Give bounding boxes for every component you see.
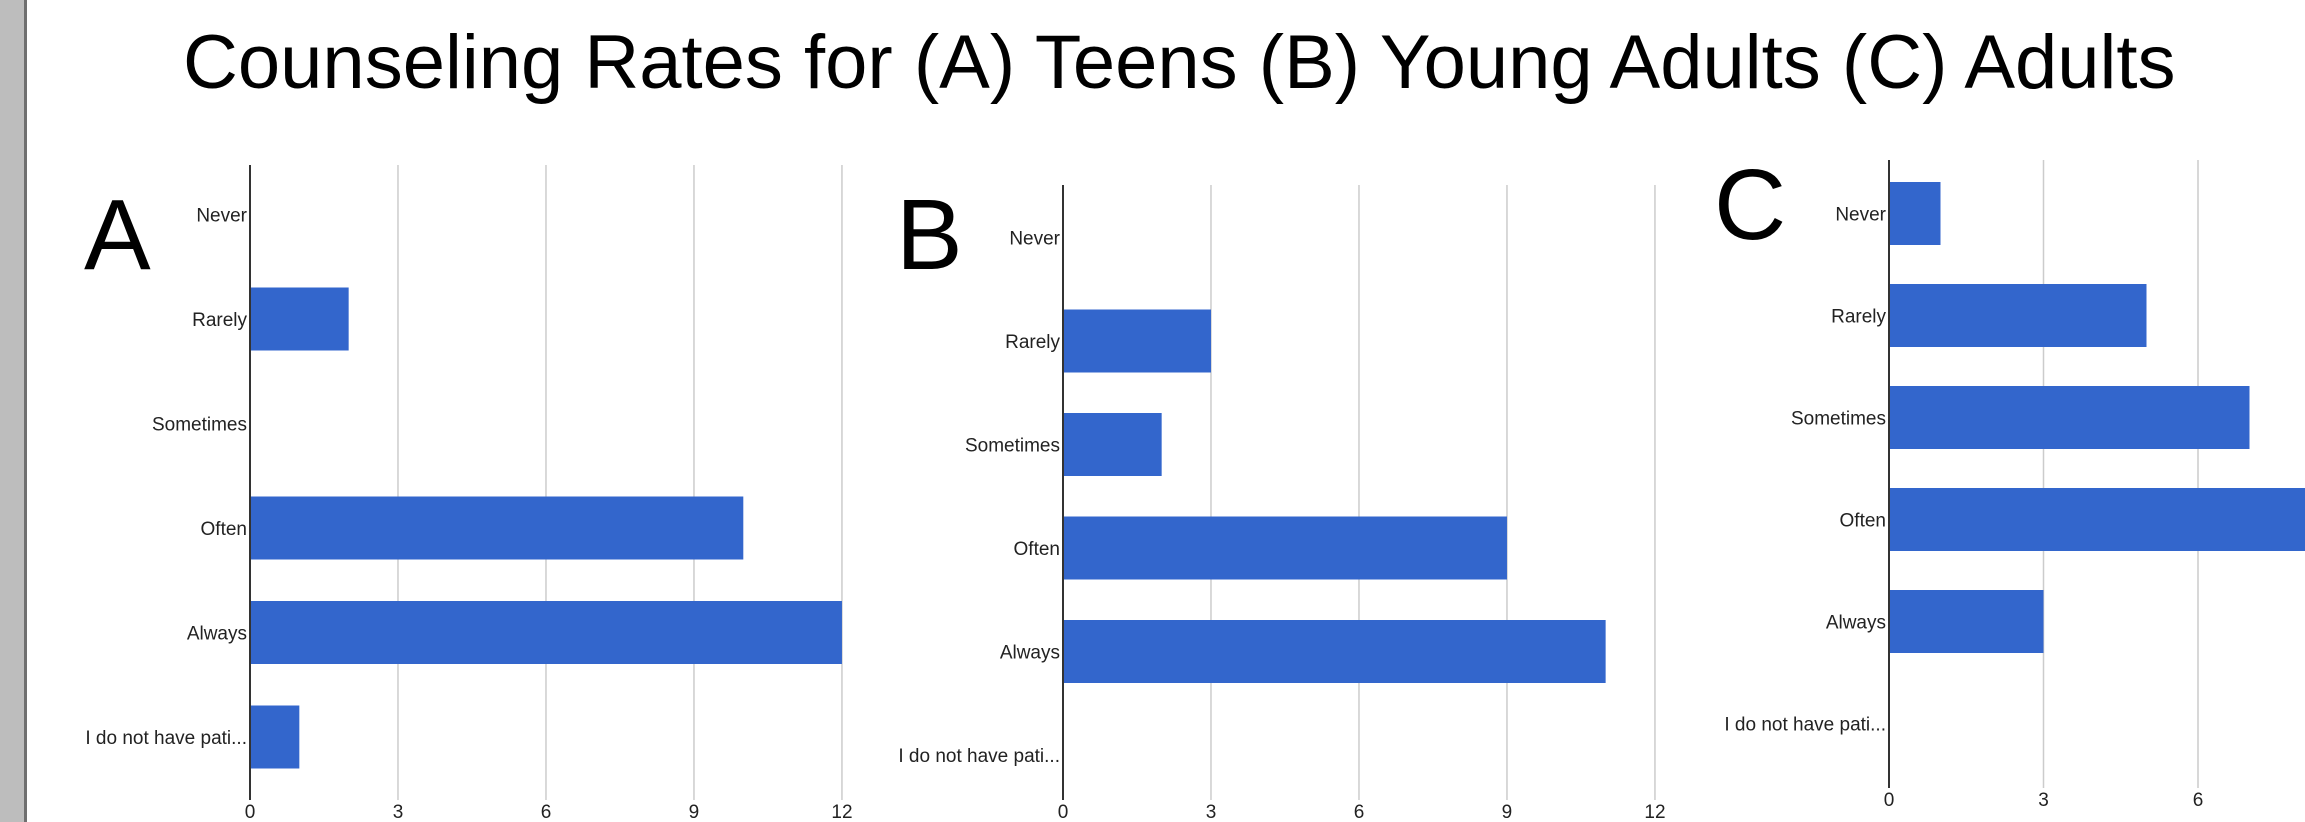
bar [1063, 516, 1507, 580]
category-label: Always [187, 624, 247, 645]
bar [250, 496, 744, 560]
bar [1063, 620, 1606, 683]
bar [250, 601, 842, 664]
chart-panel-c: Never Rarely Sometimes Often Always I do not … [1724, 160, 2305, 811]
category-label: Sometimes [965, 436, 1060, 457]
panel-letter-b: B [896, 179, 963, 291]
x-tick-label: 6 [2193, 790, 2204, 811]
chart-panel-b: Never Rarely Sometimes Often Always I do not … [898, 185, 1666, 822]
category-label: Rarely [1005, 332, 1060, 353]
chart-panel-a: Never Rarely Sometimes Often Always I do not … [85, 165, 853, 822]
category-label: Rarely [192, 310, 247, 331]
category-label: Never [1009, 229, 1060, 250]
bar [250, 705, 300, 769]
bar [1889, 284, 2147, 347]
x-tick-label: 6 [541, 802, 552, 822]
category-label: Always [1826, 613, 1886, 634]
bar [1889, 590, 2044, 653]
x-tick-label: 3 [2038, 790, 2049, 811]
category-label: Always [1000, 643, 1060, 664]
bar [1889, 386, 2250, 449]
category-label: Often [201, 519, 247, 540]
x-tick-label: 3 [1206, 802, 1217, 822]
category-label: Often [1840, 511, 1886, 532]
x-tick-label: 3 [393, 802, 404, 822]
category-label: Sometimes [1791, 409, 1886, 430]
bar [1889, 488, 2305, 551]
bar [1063, 309, 1211, 373]
category-label: Rarely [1831, 307, 1886, 328]
category-label: I do not have pati... [898, 746, 1060, 767]
category-label: Never [196, 206, 247, 227]
panel-letter-a: A [84, 179, 151, 291]
x-tick-label: 0 [1884, 790, 1895, 811]
x-tick-label: 0 [245, 802, 256, 822]
category-label: I do not have pati... [85, 728, 247, 749]
left-edge-strip [0, 0, 27, 822]
bar [1889, 182, 1941, 245]
category-label: I do not have pati... [1724, 715, 1886, 736]
category-label: Sometimes [152, 415, 247, 436]
x-tick-label: 9 [689, 802, 700, 822]
panel-letter-c: C [1714, 149, 1787, 261]
category-label: Never [1835, 205, 1886, 226]
x-tick-label: 12 [831, 802, 852, 822]
x-tick-label: 9 [1502, 802, 1513, 822]
category-label: Often [1014, 539, 1060, 560]
x-tick-label: 12 [1644, 802, 1665, 822]
bar [250, 287, 349, 351]
x-tick-label: 6 [1354, 802, 1365, 822]
x-tick-label: 0 [1058, 802, 1069, 822]
chart-title: Counseling Rates for (A) Teens (B) Young… [183, 20, 2176, 105]
bar [1063, 413, 1162, 476]
